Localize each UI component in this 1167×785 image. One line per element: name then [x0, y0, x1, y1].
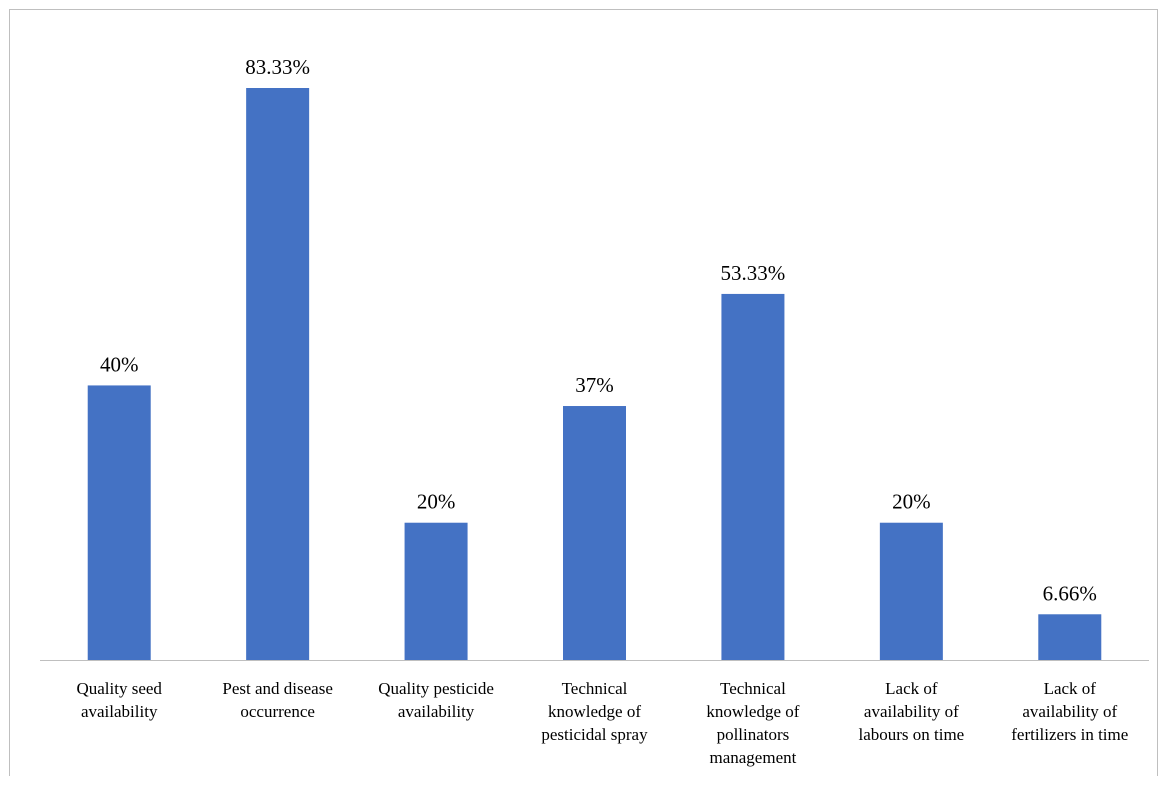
data-label-5: 53.33%	[721, 261, 786, 285]
category-label-line: knowledge of	[706, 702, 799, 721]
category-label-line: availability	[398, 702, 475, 721]
bar-2	[246, 88, 310, 660]
data-label-1: 40%	[100, 352, 139, 376]
category-label-line: Lack of	[885, 679, 938, 698]
category-label-line: pollinators	[717, 725, 790, 744]
category-label-line: Technical	[720, 679, 786, 698]
category-label-2: Pest and disease occurrence	[222, 679, 332, 721]
category-label-line: fertilizers in time	[1011, 725, 1128, 744]
category-label-1: Quality seed availability	[76, 679, 162, 721]
category-label-line: Quality pesticide	[378, 679, 494, 698]
category-label-5: Technical knowledge of pollinators manageme…	[706, 679, 799, 767]
data-label-2: 83.33%	[245, 55, 310, 79]
bar-5	[721, 293, 785, 660]
category-label-line: Lack of	[1044, 679, 1097, 698]
category-label-3: Quality pesticide availability	[378, 679, 494, 721]
category-label-4: Technical knowledge of pesticidal spray	[541, 679, 648, 744]
data-label-3: 20%	[417, 490, 456, 514]
category-label-6: Lack of availability of labours on time	[858, 679, 964, 744]
bar-6	[879, 522, 943, 660]
category-label-line: occurrence	[240, 702, 315, 721]
category-label-line: availability	[81, 702, 158, 721]
category-label-line: labours on time	[858, 725, 964, 744]
bar-3	[404, 522, 468, 660]
category-label-line: management	[709, 748, 796, 767]
data-label-6: 20%	[892, 490, 931, 514]
bar-1	[87, 385, 151, 660]
data-label-7: 6.66%	[1043, 581, 1097, 605]
category-label-7: Lack of availability of fertilizers in tim…	[1011, 679, 1128, 744]
category-label-line: availability of	[864, 702, 959, 721]
category-label-line: Pest and disease	[222, 679, 332, 698]
category-label-line: Quality seed	[76, 679, 162, 698]
category-label-line: pesticidal spray	[541, 725, 648, 744]
category-label-line: Technical	[562, 679, 628, 698]
data-label-4: 37%	[575, 373, 614, 397]
category-label-line: knowledge of	[548, 702, 641, 721]
chart-frame	[9, 9, 1158, 776]
bar-7	[1038, 614, 1102, 660]
bar-4	[563, 406, 626, 660]
category-label-line: availability of	[1022, 702, 1117, 721]
